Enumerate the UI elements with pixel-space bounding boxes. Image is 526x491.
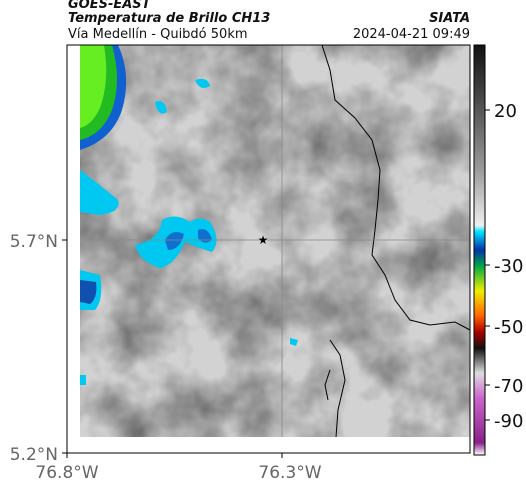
colorbar — [473, 44, 486, 456]
colorbar-label: 20 — [494, 101, 517, 122]
source: SIATA — [429, 11, 470, 26]
lat-label: 5.7°N — [10, 232, 58, 252]
colorbar-label: -70 — [494, 376, 523, 397]
city-marker: ★ — [258, 233, 269, 247]
colorbar-label: -30 — [494, 256, 523, 277]
colorbar-label: -90 — [494, 411, 523, 432]
map-frame — [66, 44, 471, 454]
satellite: GOES-EAST — [68, 0, 151, 12]
colorbar-ticks: 20 -30 -50 -70 -90 — [485, 101, 523, 432]
map-image — [80, 45, 470, 437]
datetime: 2024-04-21 09:49 — [352, 27, 470, 42]
colorbar-label: -50 — [494, 317, 523, 338]
lat-label: 5.2°N — [10, 445, 58, 465]
region: Vía Medellín - Quibdó 50km — [68, 27, 248, 42]
product: Temperatura de Brillo CH13 — [68, 11, 271, 26]
lon-label: 76.3°W — [258, 463, 321, 483]
lon-label: 76.8°W — [35, 463, 98, 483]
